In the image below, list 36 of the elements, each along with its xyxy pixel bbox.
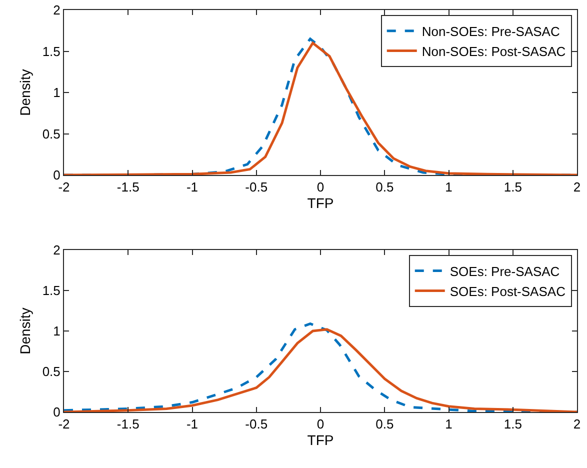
- x-tick-label: 0.5: [376, 180, 394, 195]
- x-tick-label: -2: [58, 416, 70, 432]
- x-tick-label: 0: [316, 180, 324, 195]
- y-tick-label: 0: [53, 404, 60, 420]
- y-tick-label: 1: [53, 324, 60, 339]
- x-tick-label: -0.5: [245, 416, 268, 432]
- x-tick-label: 2: [573, 180, 581, 195]
- x-axis-title: TFP: [307, 194, 334, 211]
- x-tick-label: 0.5: [376, 416, 394, 432]
- x-tick-label: -0.5: [245, 180, 268, 195]
- x-tick-label: -2: [58, 180, 70, 195]
- y-tick-label: 0.5: [42, 126, 60, 142]
- x-tick-label: 0: [316, 416, 324, 432]
- y-tick-label: 0.5: [42, 364, 60, 380]
- y-tick-label: 0: [53, 168, 60, 183]
- y-tick-label: 2: [53, 2, 60, 18]
- x-tick-label: -1.5: [116, 180, 140, 195]
- legend-label: Non-SOEs: Post-SASAC: [422, 44, 566, 59]
- x-tick-label: 1: [445, 180, 452, 195]
- x-tick-label: 1.5: [504, 416, 522, 432]
- x-tick-label: 2: [573, 416, 581, 432]
- y-axis-title: Density: [16, 69, 33, 116]
- y-tick-label: 1.5: [42, 44, 60, 59]
- x-tick-label: 1.5: [504, 180, 522, 195]
- y-tick-label: 1.5: [42, 283, 60, 298]
- x-tick-label: -1: [186, 416, 198, 432]
- x-tick-label: -1: [186, 180, 198, 195]
- x-axis-title: TFP: [307, 432, 334, 448]
- legend-label: Non-SOEs: Pre-SASAC: [422, 24, 560, 39]
- y-axis-title: Density: [16, 308, 33, 354]
- y-tick-label: 1: [53, 85, 60, 100]
- legend-label: SOEs: Pre-SASAC: [450, 264, 560, 279]
- legend-label: SOEs: Post-SASAC: [450, 284, 566, 299]
- y-tick-label: 2: [53, 242, 60, 258]
- x-tick-label: -1.5: [116, 416, 140, 432]
- x-tick-label: 1: [445, 416, 452, 432]
